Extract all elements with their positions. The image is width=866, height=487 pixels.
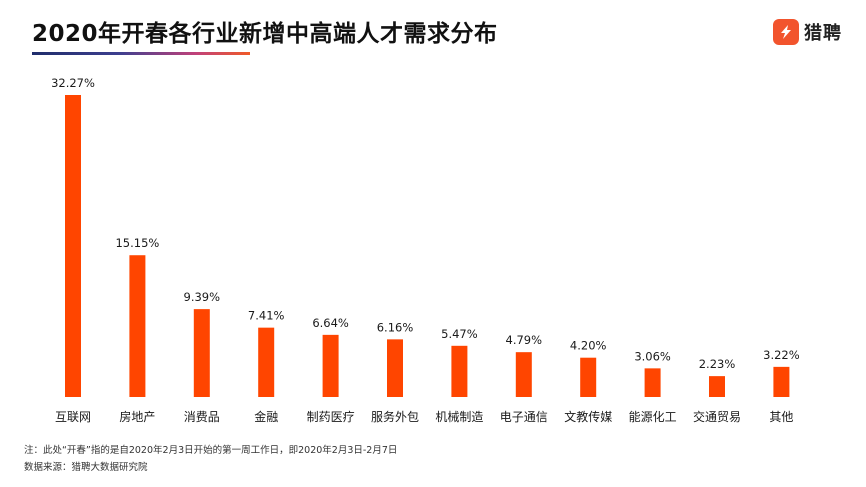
x-tick-label-9: 文教传媒 xyxy=(564,409,612,424)
data-label-11: 2.23% xyxy=(699,357,736,371)
x-tick-label-7: 机械制造 xyxy=(435,409,483,424)
x-tick-label-1: 互联网 xyxy=(55,410,91,424)
brand-logo: 猎聘 xyxy=(773,19,842,45)
data-label-12: 3.22% xyxy=(763,348,800,362)
data-label-5: 6.64% xyxy=(312,316,349,330)
x-tick-label-5: 制药医疗 xyxy=(307,410,355,424)
bar-6 xyxy=(387,339,403,397)
data-label-4: 7.41% xyxy=(248,309,285,323)
data-source: 数据来源：猎聘大数据研究院 xyxy=(24,462,148,473)
footnote: 注：此处“开春”指的是自2020年2月3日开始的第一周工作日，即2020年2月3… xyxy=(24,445,398,456)
bar-4 xyxy=(258,327,275,397)
x-tick-label-8: 电子通信 xyxy=(500,410,548,424)
bar-8 xyxy=(515,352,532,397)
data-label-1: 32.27% xyxy=(51,76,95,90)
x-tick-label-10: 能源化工 xyxy=(629,410,677,424)
bar-2 xyxy=(129,255,146,397)
brand-name: 猎聘 xyxy=(804,23,842,44)
bar-11 xyxy=(709,376,725,397)
bar-5 xyxy=(322,334,339,397)
bar-1 xyxy=(65,95,81,397)
x-tick-label-3: 消费品 xyxy=(184,410,220,424)
liepin-logo-icon xyxy=(773,19,799,45)
x-tick-label-6: 服务外包 xyxy=(371,409,419,424)
x-tick-label-11: 交通贸易 xyxy=(693,409,741,424)
data-label-2: 15.15% xyxy=(115,236,159,250)
bar-3 xyxy=(193,309,210,397)
bar-12 xyxy=(773,366,790,397)
x-tick-label-2: 房地产 xyxy=(119,409,155,424)
title-underline xyxy=(32,52,250,55)
data-label-6: 6.16% xyxy=(377,320,414,334)
x-tick-label-4: 金融 xyxy=(254,409,278,424)
data-label-8: 4.79% xyxy=(506,333,543,347)
x-tick-label-12: 其他 xyxy=(769,410,793,424)
data-label-3: 9.39% xyxy=(184,290,221,304)
bar-10 xyxy=(644,368,661,397)
data-label-9: 4.20% xyxy=(570,339,607,353)
data-label-10: 3.06% xyxy=(634,349,671,363)
bar-7 xyxy=(451,345,468,397)
page-title: 2020年开春各行业新增中高端人才需求分布 xyxy=(32,21,498,47)
data-label-7: 5.47% xyxy=(441,327,478,341)
bar-9 xyxy=(580,357,597,397)
